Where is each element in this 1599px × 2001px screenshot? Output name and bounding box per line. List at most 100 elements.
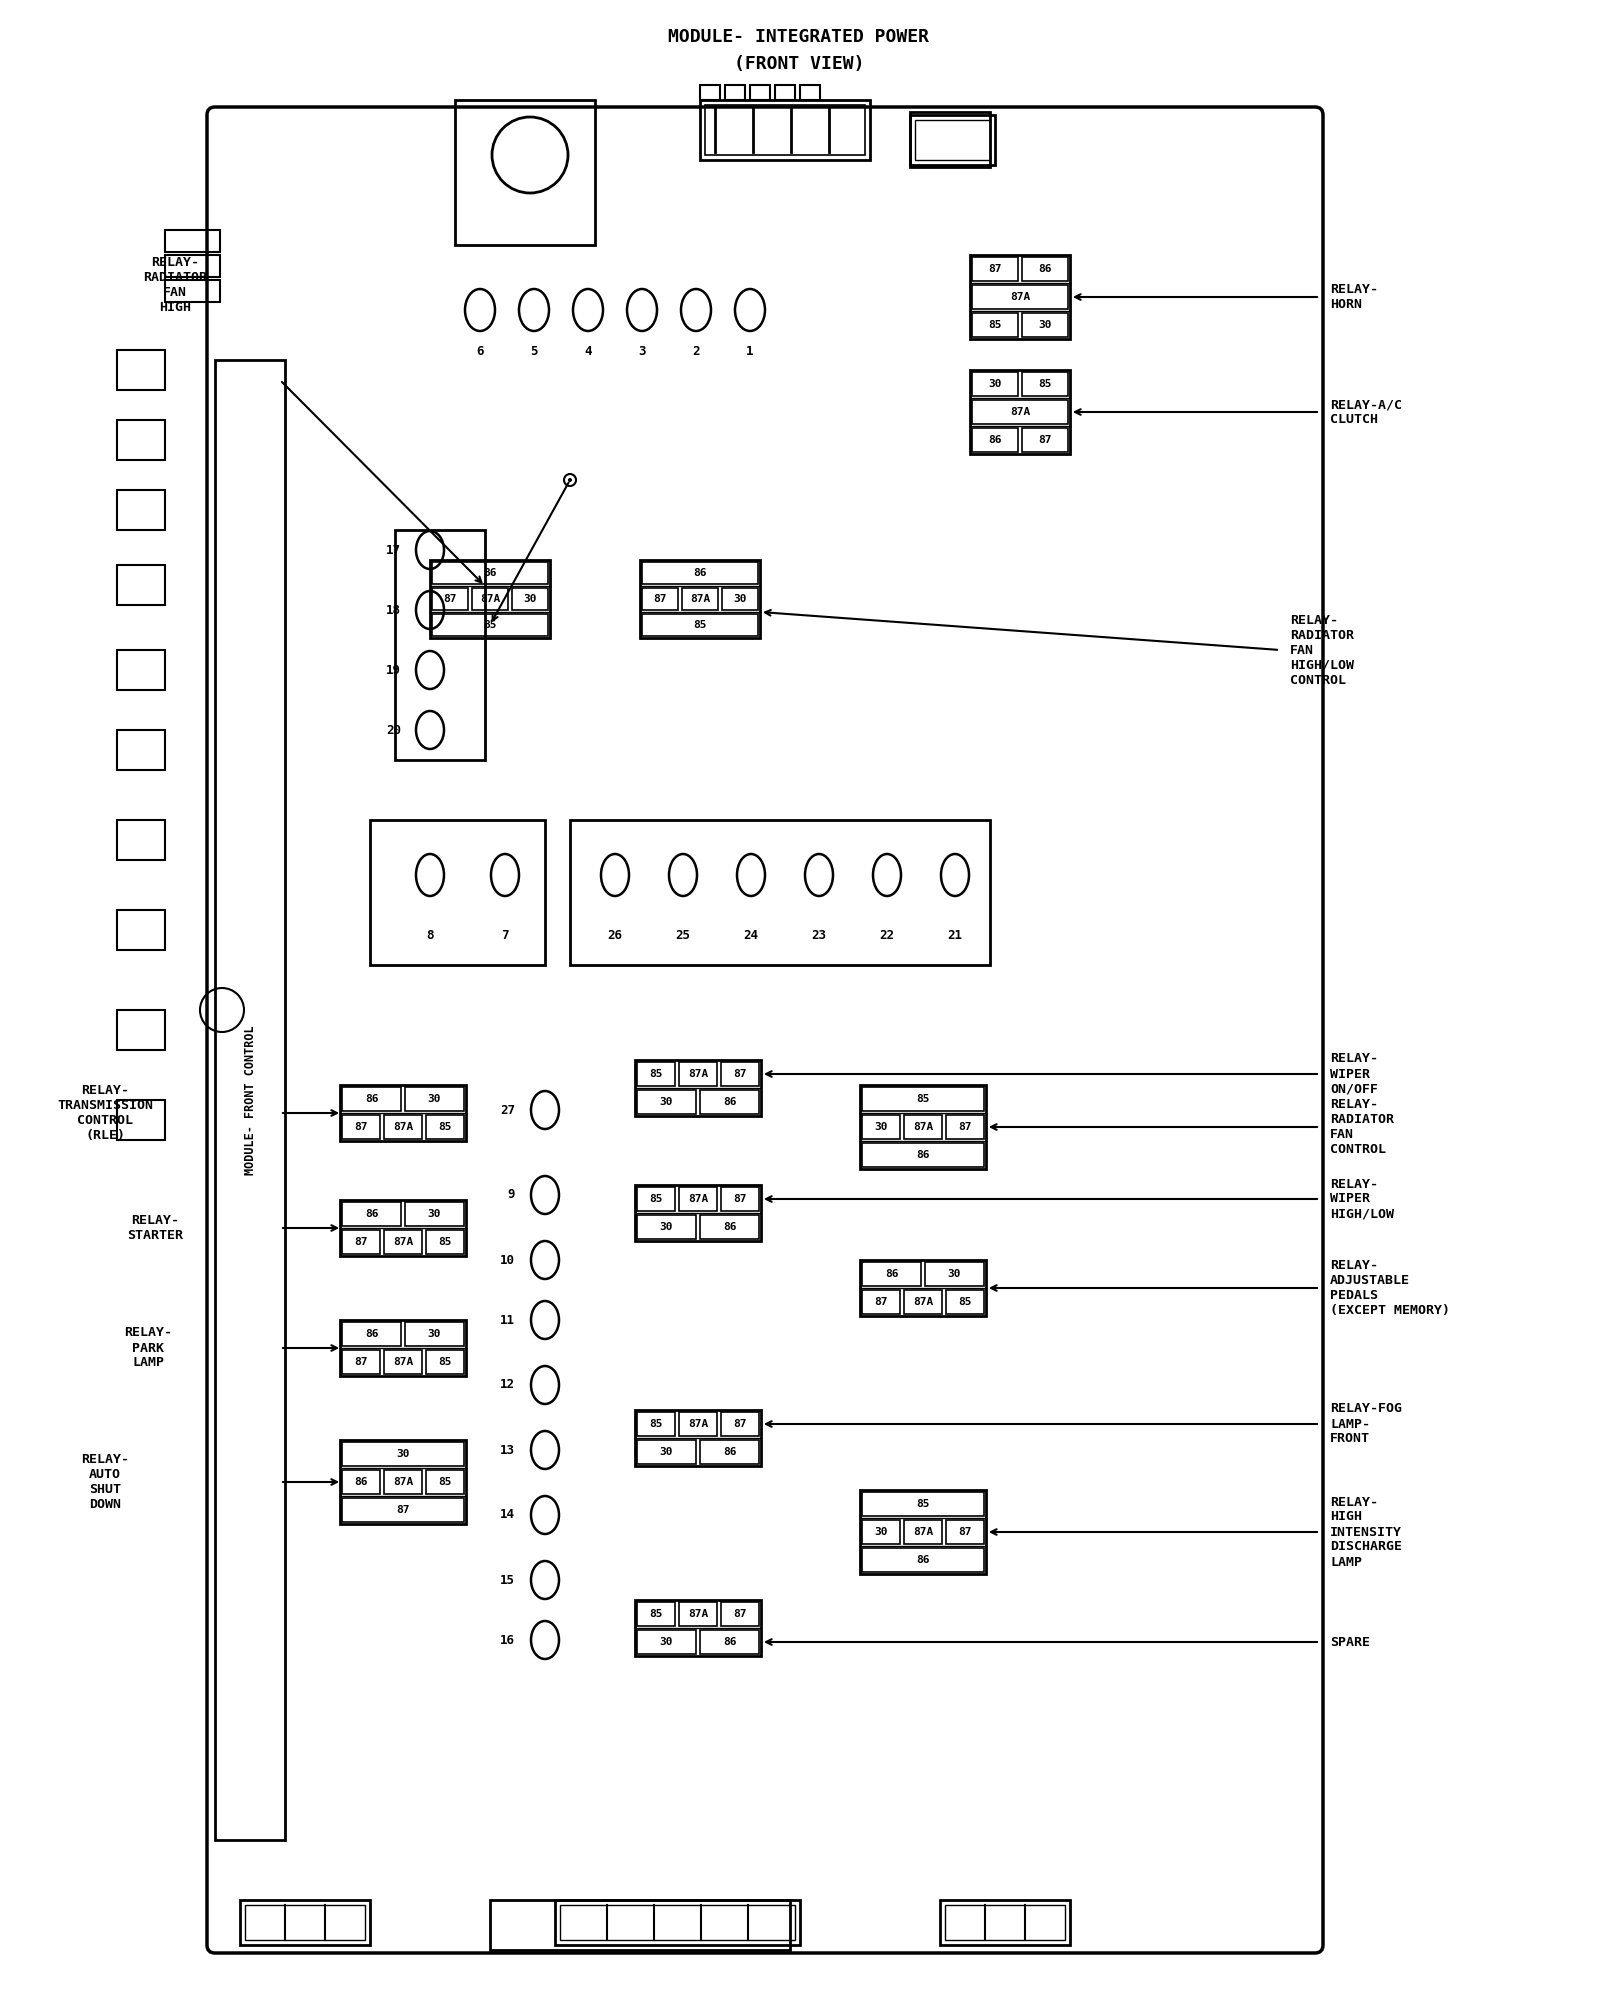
Text: 87: 87	[355, 1123, 368, 1133]
Text: 87A: 87A	[1011, 406, 1030, 416]
Text: 87A: 87A	[688, 1195, 708, 1205]
Bar	[369, 820, 545, 964]
Bar	[341, 1321, 465, 1377]
Text: 85: 85	[649, 1609, 662, 1619]
Bar	[972, 372, 1019, 396]
Text: SPARE: SPARE	[1330, 1635, 1370, 1649]
Bar	[700, 1441, 760, 1465]
Text: 8: 8	[427, 928, 433, 942]
Bar	[117, 910, 165, 950]
Bar	[643, 588, 678, 610]
Text: 86: 86	[355, 1477, 368, 1487]
Text: RELAY-
RADIATOR
FAN
CONTROL: RELAY- RADIATOR FAN CONTROL	[1330, 1099, 1394, 1157]
Text: 7: 7	[500, 928, 508, 942]
Bar	[862, 1493, 983, 1517]
Text: 16: 16	[500, 1633, 515, 1647]
Bar	[555, 1901, 800, 1945]
Bar	[342, 1499, 464, 1523]
Bar	[972, 312, 1019, 336]
Bar	[342, 1087, 401, 1111]
Bar	[635, 1411, 761, 1467]
Text: MODULE- FRONT CONTROL: MODULE- FRONT CONTROL	[243, 1025, 256, 1175]
Text: (FRONT VIEW): (FRONT VIEW)	[734, 54, 863, 72]
Bar	[245, 1905, 365, 1941]
Text: 86: 86	[723, 1637, 736, 1647]
Text: 85: 85	[649, 1419, 662, 1429]
Text: 21: 21	[948, 928, 963, 942]
Text: 2: 2	[692, 344, 700, 358]
Text: 87A: 87A	[689, 594, 710, 604]
Bar	[165, 230, 221, 252]
Text: 86: 86	[365, 1095, 379, 1105]
Bar	[117, 730, 165, 770]
Bar	[636, 1413, 675, 1437]
Text: 12: 12	[500, 1379, 515, 1391]
Text: 3: 3	[638, 344, 646, 358]
Bar	[972, 284, 1068, 308]
Text: 14: 14	[500, 1509, 515, 1521]
Bar	[721, 1603, 760, 1627]
Bar	[432, 614, 548, 636]
Text: 87: 87	[355, 1357, 368, 1367]
Bar	[947, 1115, 983, 1139]
Text: 30: 30	[875, 1527, 887, 1537]
Bar	[680, 1063, 716, 1087]
Text: 86: 86	[884, 1269, 899, 1279]
Bar	[862, 1549, 983, 1573]
Bar	[636, 1063, 675, 1087]
Text: 9: 9	[507, 1189, 515, 1201]
Bar	[342, 1323, 401, 1347]
Bar	[425, 1115, 464, 1139]
Text: 87: 87	[875, 1297, 887, 1307]
Bar	[489, 1901, 790, 1951]
Text: 11: 11	[500, 1313, 515, 1327]
Bar	[432, 588, 469, 610]
Bar	[636, 1187, 675, 1211]
Bar	[1022, 312, 1068, 336]
Bar	[862, 1521, 900, 1545]
Text: 87A: 87A	[393, 1237, 413, 1247]
Text: 86: 86	[723, 1447, 736, 1457]
Bar	[165, 254, 221, 276]
Text: 30: 30	[397, 1449, 409, 1459]
Text: RELAY-
RADIATOR
FAN
HIGH/LOW
CONTROL: RELAY- RADIATOR FAN HIGH/LOW CONTROL	[1290, 614, 1354, 686]
Text: 87A: 87A	[913, 1123, 934, 1133]
Text: 87A: 87A	[393, 1357, 413, 1367]
Bar	[800, 84, 820, 100]
Bar	[342, 1203, 401, 1227]
Bar	[862, 1291, 900, 1315]
Text: 85: 85	[958, 1297, 972, 1307]
Bar	[723, 588, 758, 610]
Bar	[635, 1061, 761, 1117]
Text: 86: 86	[1038, 264, 1052, 274]
Bar	[1022, 256, 1068, 280]
Text: 85: 85	[649, 1069, 662, 1079]
Bar	[425, 1351, 464, 1375]
Bar	[341, 1441, 465, 1525]
Text: 30: 30	[660, 1223, 673, 1233]
Bar	[1022, 428, 1068, 452]
Bar	[117, 350, 165, 390]
Text: 87: 87	[988, 264, 1001, 274]
Bar	[342, 1231, 381, 1255]
Bar	[903, 1291, 942, 1315]
Bar	[117, 564, 165, 604]
Bar	[430, 560, 550, 638]
Text: RELAY-
RADIATOR
FAN
HIGH: RELAY- RADIATOR FAN HIGH	[142, 256, 206, 314]
Bar	[862, 1263, 921, 1287]
Text: 30: 30	[1038, 320, 1052, 330]
Bar	[924, 1263, 983, 1287]
Bar	[915, 120, 990, 160]
Text: 27: 27	[500, 1103, 515, 1117]
Text: 87: 87	[958, 1123, 972, 1133]
Bar	[512, 588, 548, 610]
Bar	[395, 530, 484, 760]
Text: 30: 30	[523, 594, 537, 604]
Bar	[117, 1011, 165, 1051]
Bar	[680, 1187, 716, 1211]
Text: 87: 87	[958, 1527, 972, 1537]
Bar	[700, 1091, 760, 1115]
Text: RELAY-
WIPER
ON/OFF: RELAY- WIPER ON/OFF	[1330, 1053, 1378, 1095]
Text: 87: 87	[355, 1237, 368, 1247]
Text: 30: 30	[660, 1447, 673, 1457]
